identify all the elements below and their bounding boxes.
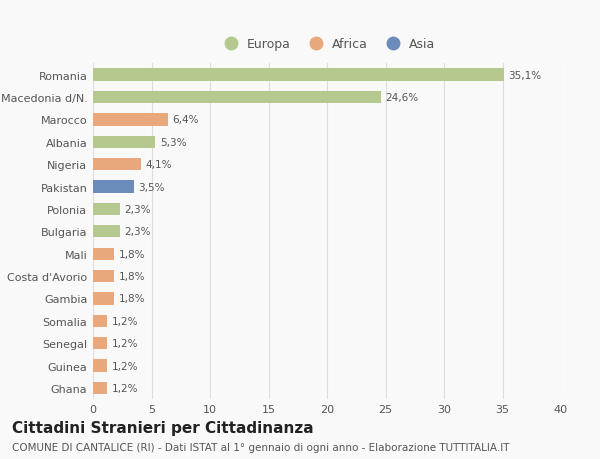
Legend: Europa, Africa, Asia: Europa, Africa, Asia [218,39,436,51]
Bar [93,360,107,372]
Bar [93,92,381,104]
Text: COMUNE DI CANTALICE (RI) - Dati ISTAT al 1° gennaio di ogni anno - Elaborazione : COMUNE DI CANTALICE (RI) - Dati ISTAT al… [12,442,509,452]
Text: 1,8%: 1,8% [119,271,145,281]
Bar [93,226,120,238]
Text: 1,2%: 1,2% [112,338,138,348]
Text: 1,2%: 1,2% [112,383,138,393]
Bar [93,382,107,394]
Bar [93,248,114,260]
Text: 1,2%: 1,2% [112,361,138,371]
Text: 1,8%: 1,8% [119,294,145,304]
Bar [93,315,107,327]
Bar [93,114,168,126]
Text: 4,1%: 4,1% [146,160,172,170]
Text: 2,3%: 2,3% [125,227,151,237]
Text: 2,3%: 2,3% [125,204,151,214]
Text: 1,2%: 1,2% [112,316,138,326]
Text: 1,8%: 1,8% [119,249,145,259]
Text: 24,6%: 24,6% [386,93,419,103]
Bar [93,136,155,149]
Bar [93,270,114,283]
Text: 35,1%: 35,1% [508,70,541,80]
Text: 3,5%: 3,5% [139,182,165,192]
Bar [93,203,120,216]
Text: Cittadini Stranieri per Cittadinanza: Cittadini Stranieri per Cittadinanza [12,420,314,435]
Bar [93,293,114,305]
Text: 6,4%: 6,4% [173,115,199,125]
Bar [93,159,141,171]
Bar [93,69,503,82]
Text: 5,3%: 5,3% [160,137,186,147]
Bar [93,337,107,350]
Bar [93,181,134,193]
